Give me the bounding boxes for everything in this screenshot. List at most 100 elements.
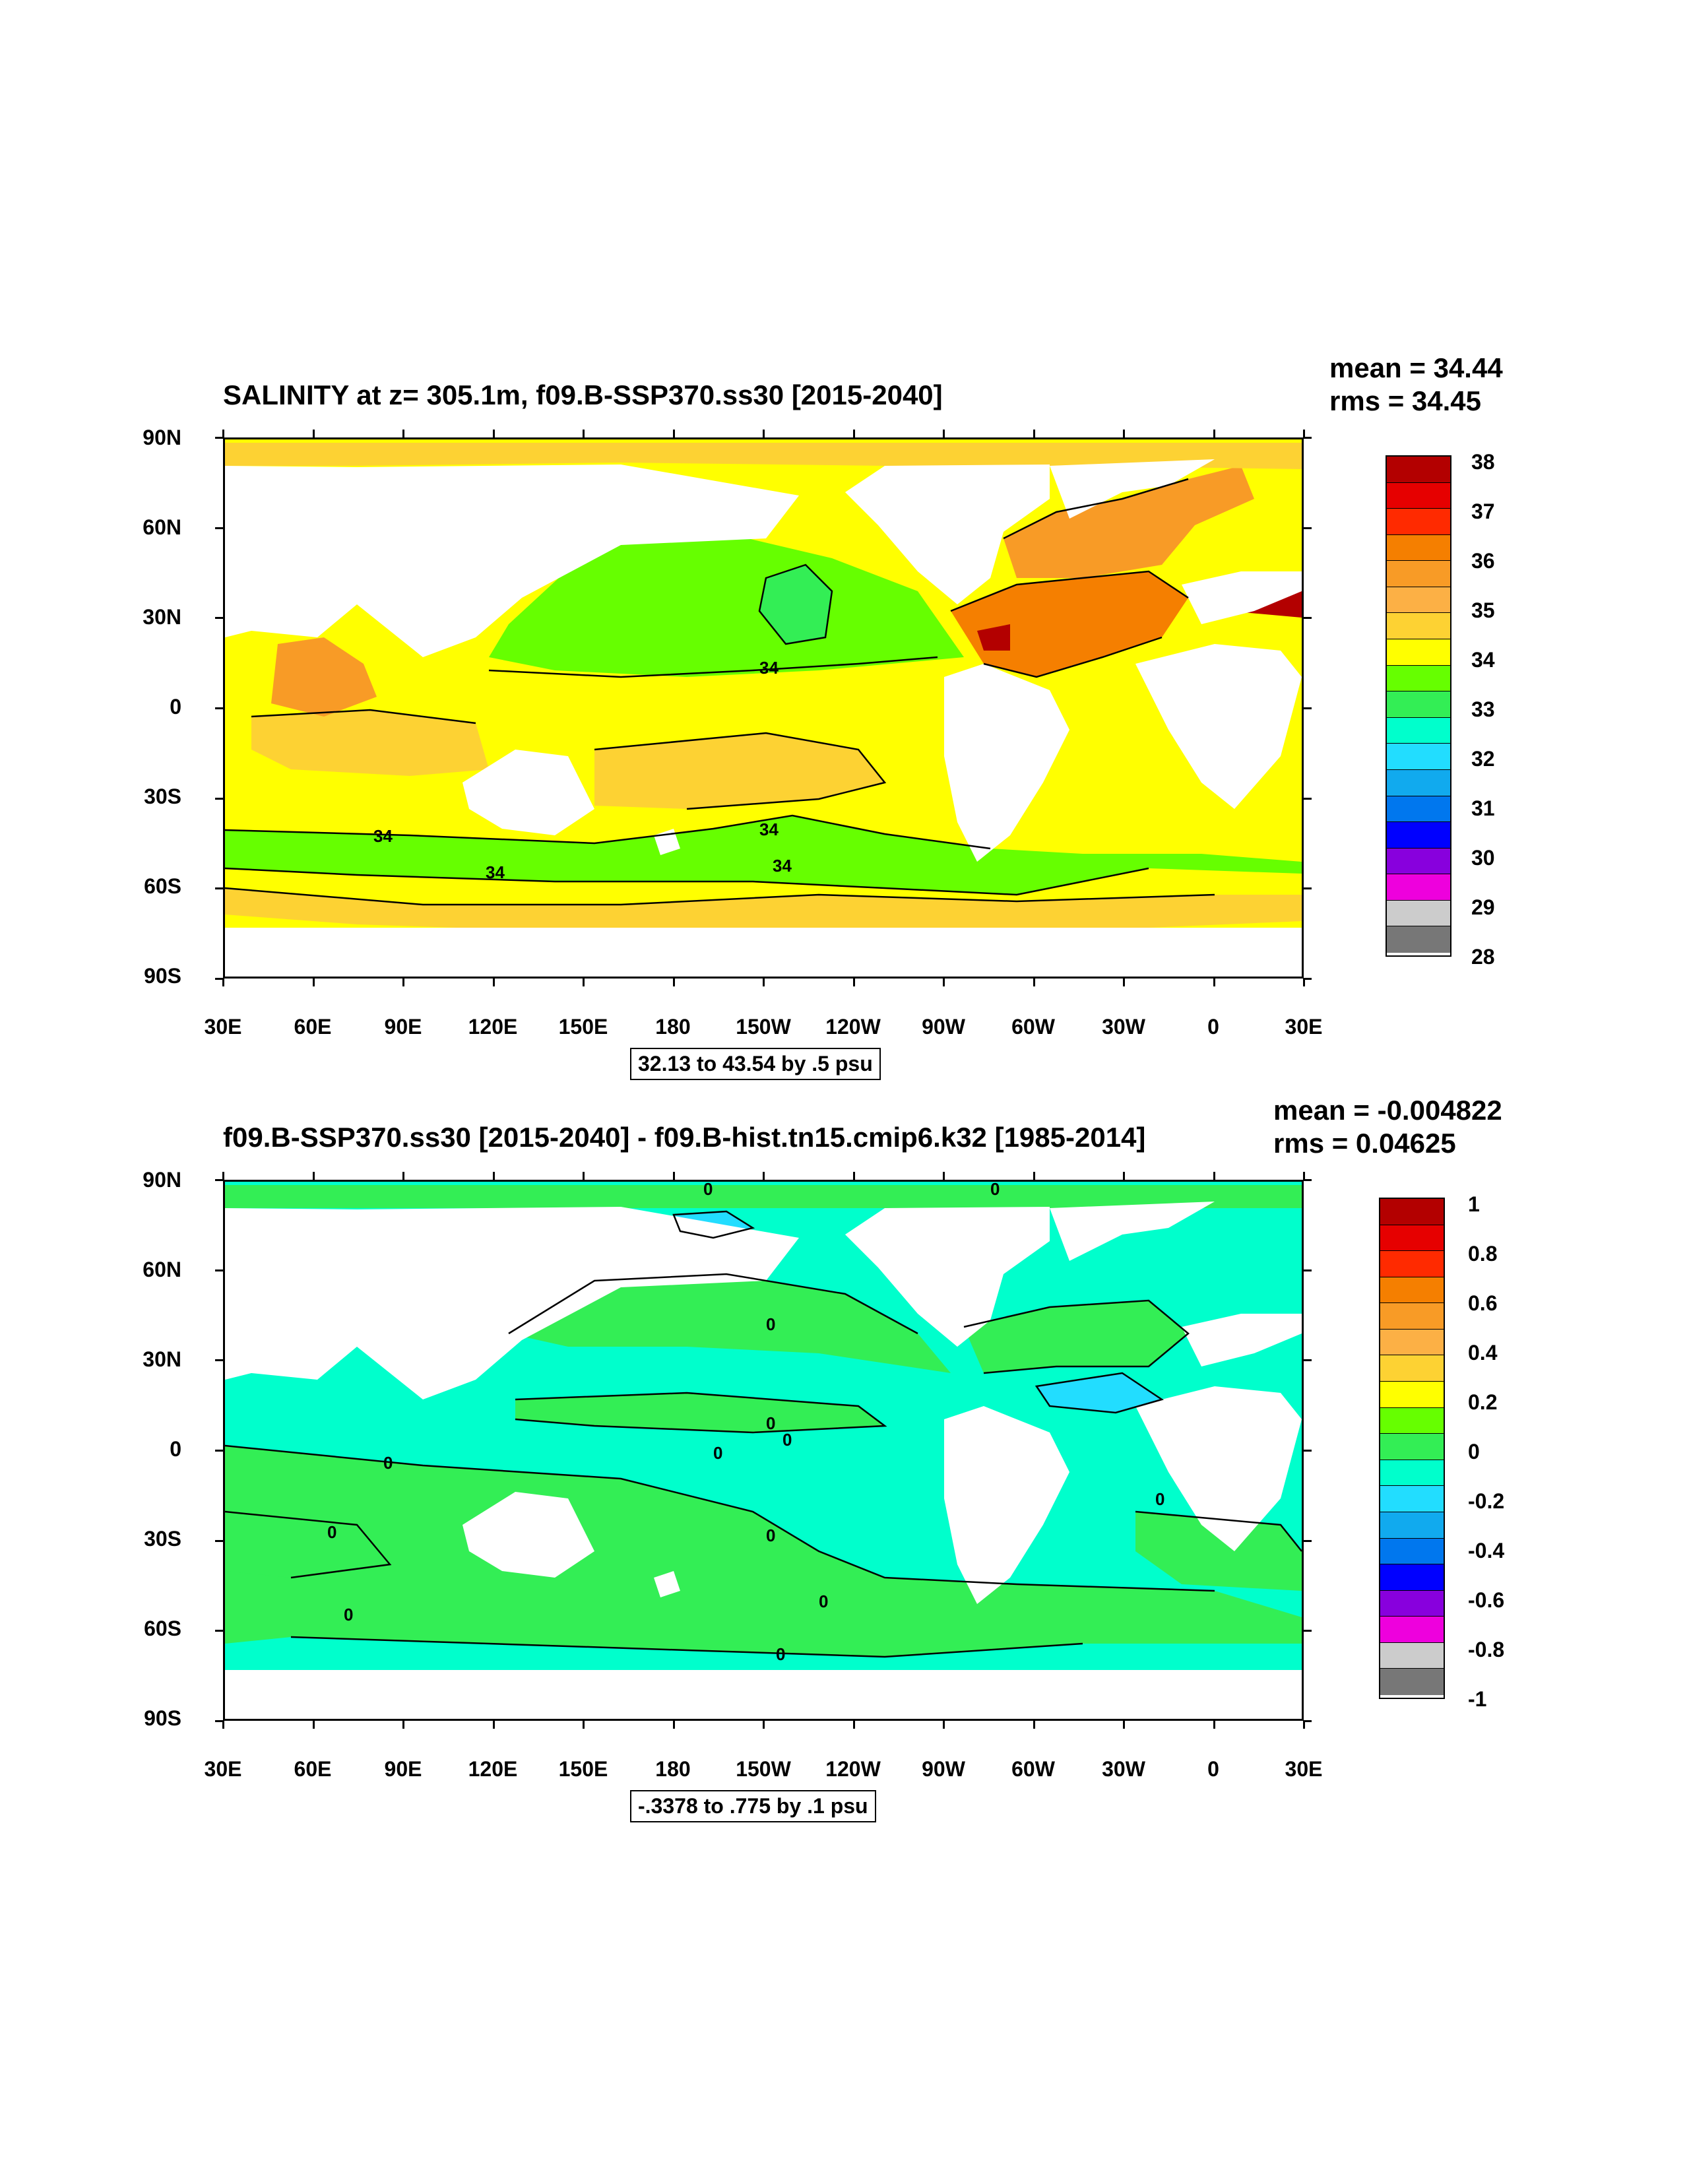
- y-tick-mark: [1304, 1630, 1312, 1632]
- top-map: 34 34 34 34 34: [223, 437, 1304, 979]
- top-south-pacific-tongue: [594, 733, 885, 809]
- colorbar-label: 1: [1468, 1192, 1480, 1216]
- y-tick-label: 30N: [143, 1347, 181, 1371]
- y-tick-mark: [1304, 437, 1312, 439]
- top-rms: rms = 34.45: [1329, 385, 1482, 416]
- x-tick-mark: [1213, 430, 1215, 437]
- top-contour-label: 34: [759, 658, 779, 678]
- x-tick-mark: [1303, 1172, 1305, 1180]
- y-tick-mark: [1304, 1359, 1312, 1362]
- colorbar-swatch: [1380, 1251, 1444, 1277]
- y-tick-label: 30S: [144, 1527, 181, 1551]
- y-tick-label: 30N: [143, 605, 181, 629]
- x-tick-mark: [1123, 1172, 1125, 1180]
- y-tick-mark: [215, 1359, 223, 1362]
- colorbar-label: 35: [1471, 598, 1495, 622]
- bottom-rms: rms = 0.04625: [1273, 1128, 1456, 1159]
- colorbar-swatch: [1380, 1590, 1444, 1617]
- x-tick-mark: [583, 1721, 585, 1729]
- top-contour-label: 34: [486, 862, 505, 882]
- bottom-stats: mean = -0.004822 rms = 0.04625: [1273, 1094, 1502, 1160]
- bottom-contour-label: 0: [327, 1522, 336, 1542]
- bottom-panel-title: f09.B-SSP370.ss30 [2015-2040] - f09.B-hi…: [223, 1122, 1146, 1153]
- x-tick-label: 90E: [384, 1015, 422, 1039]
- colorbar-label: 0.6: [1468, 1291, 1498, 1315]
- bottom-contour-label: 0: [713, 1443, 722, 1463]
- colorbar-swatch: [1387, 665, 1450, 692]
- x-tick-mark: [402, 430, 404, 437]
- x-tick-mark: [1033, 430, 1035, 437]
- y-tick-mark: [215, 527, 223, 529]
- top-map-field: 34 34 34 34 34: [225, 439, 1302, 977]
- colorbar-swatch: [1387, 587, 1450, 614]
- colorbar-swatch: [1387, 509, 1450, 535]
- x-tick-mark: [402, 979, 404, 986]
- colorbar-label: -0.8: [1468, 1638, 1505, 1661]
- x-tick-mark: [312, 1172, 315, 1180]
- x-tick-label: 60E: [294, 1757, 332, 1781]
- colorbar-swatch: [1380, 1277, 1444, 1304]
- colorbar-swatch: [1387, 482, 1450, 509]
- bottom-contour-label: 0: [766, 1526, 775, 1545]
- colorbar-swatch: [1387, 691, 1450, 718]
- colorbar-swatch: [1387, 769, 1450, 796]
- x-tick-mark: [402, 1721, 404, 1729]
- x-tick-mark: [492, 1721, 495, 1729]
- colorbar-label: 0.2: [1468, 1390, 1498, 1414]
- colorbar-swatch: [1380, 1486, 1444, 1512]
- y-tick-label: 90N: [143, 1168, 181, 1192]
- x-tick-label: 120E: [468, 1015, 518, 1039]
- x-tick-label: 30W: [1102, 1015, 1145, 1039]
- y-tick-mark: [1304, 978, 1312, 980]
- top-arctic: [225, 443, 1302, 469]
- top-arabian-sea: [271, 637, 377, 717]
- y-tick-mark: [1304, 1450, 1312, 1452]
- x-tick-mark: [1303, 1721, 1305, 1729]
- x-tick-mark: [763, 979, 765, 986]
- top-contour-label: 34: [759, 819, 779, 839]
- y-tick-label: 60S: [144, 874, 181, 898]
- x-tick-mark: [943, 979, 945, 986]
- top-contour-label: 34: [373, 826, 393, 846]
- colorbar-swatch: [1380, 1303, 1444, 1330]
- bottom-contour-label: 0: [703, 1182, 713, 1199]
- top-contours: [225, 478, 1215, 906]
- y-tick-mark: [1304, 1720, 1312, 1722]
- x-tick-mark: [1303, 979, 1305, 986]
- colorbar-label: 34: [1471, 648, 1495, 672]
- bottom-contours: [225, 1210, 1302, 1658]
- x-tick-mark: [1123, 1721, 1125, 1729]
- bottom-range-info: -.3378 to .775 by .1 psu: [630, 1790, 876, 1822]
- y-tick-mark: [215, 1450, 223, 1452]
- x-tick-mark: [222, 430, 224, 437]
- x-tick-label: 30E: [204, 1757, 242, 1781]
- bottom-contour-label: 0: [344, 1605, 353, 1624]
- y-tick-label: 90S: [144, 964, 181, 988]
- x-tick-mark: [222, 979, 224, 986]
- y-tick-label: 90S: [144, 1706, 181, 1730]
- x-tick-mark: [672, 1721, 675, 1729]
- x-tick-mark: [943, 1172, 945, 1180]
- x-tick-mark: [1123, 979, 1125, 986]
- bottom-southern-band: [225, 1446, 1302, 1657]
- x-tick-mark: [583, 1172, 585, 1180]
- y-tick-mark: [1304, 1539, 1312, 1542]
- x-tick-label: 0: [1207, 1757, 1219, 1781]
- x-tick-mark: [1033, 979, 1035, 986]
- x-tick-mark: [763, 1172, 765, 1180]
- bottom-land: [225, 1202, 1302, 1719]
- bottom-contour-label: 0: [819, 1591, 828, 1611]
- top-contour-label: 34: [773, 856, 792, 876]
- bottom-contour-label: 0: [383, 1453, 393, 1473]
- colorbar-label: 37: [1471, 499, 1495, 523]
- bottom-south-atlantic: [1135, 1512, 1302, 1591]
- x-tick-label: 120W: [825, 1015, 881, 1039]
- y-tick-label: 60N: [143, 1258, 181, 1281]
- x-tick-label: 30E: [1285, 1757, 1323, 1781]
- y-tick-mark: [215, 1539, 223, 1542]
- x-tick-mark: [312, 979, 315, 986]
- top-range-info: 32.13 to 43.54 by .5 psu: [630, 1048, 881, 1080]
- colorbar-label: 0.4: [1468, 1341, 1498, 1365]
- x-tick-mark: [852, 430, 855, 437]
- y-tick-mark: [215, 1720, 223, 1722]
